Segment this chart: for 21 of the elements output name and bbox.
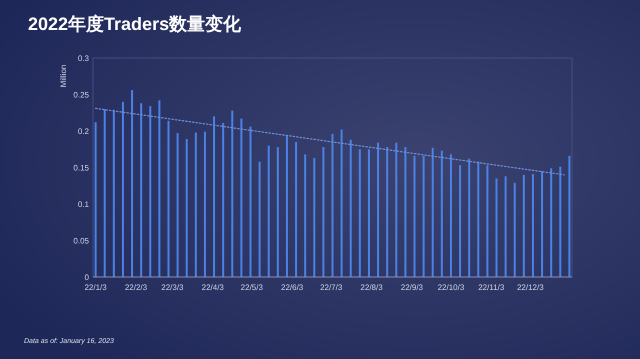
x-tick-label: 22/4/3: [202, 283, 224, 292]
x-tick-label: 22/5/3: [240, 283, 264, 292]
y-tick-label: 0.2: [78, 127, 90, 136]
chart-title: 2022年度Traders数量变化: [28, 14, 242, 34]
x-tick-label: 22/1/3: [84, 283, 108, 292]
x-tick-label: 22/8/3: [360, 283, 384, 292]
y-tick-label: 0.25: [73, 90, 90, 100]
x-tick-label: 22/12/3: [516, 283, 544, 292]
x-tick-label: 22/7/3: [320, 283, 343, 292]
x-tick-label: 22/9/3: [400, 283, 424, 292]
y-tick-label: 0.1: [78, 200, 90, 209]
x-tick-label: 22/6/3: [281, 283, 304, 292]
y-tick-label: 0: [84, 273, 90, 282]
y-tick-label: 0.05: [73, 236, 90, 246]
x-tick-label: 22/2/3: [124, 283, 148, 292]
y-axis-title: Million: [59, 64, 68, 88]
x-tick-label: 22/11/3: [478, 283, 505, 292]
y-tick-label: 0.3: [78, 54, 90, 63]
y-tick-label: 0.15: [73, 164, 90, 172]
x-tick-label: 22/10/3: [438, 283, 465, 292]
x-tick-label: 22/3/3: [161, 283, 184, 292]
